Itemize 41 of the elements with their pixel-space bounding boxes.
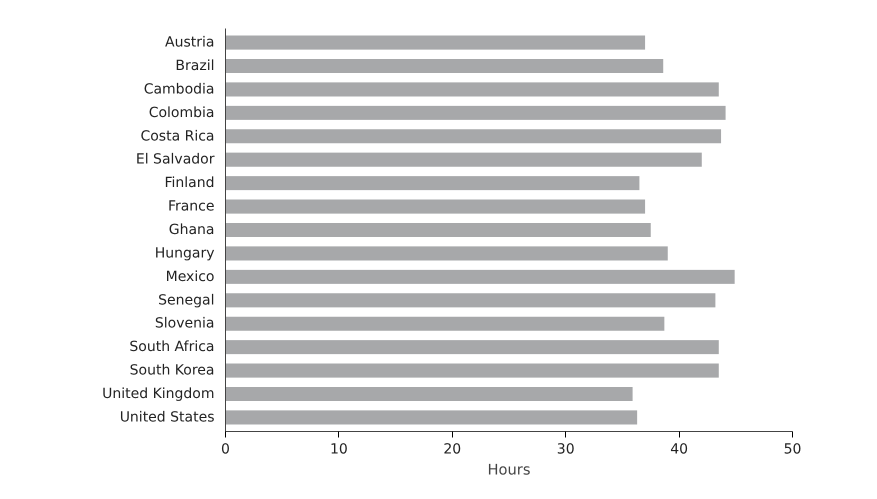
y-tick-label: United Kingdom xyxy=(102,386,215,402)
y-tick-label: Costa Rica xyxy=(140,128,214,144)
x-tick-label: 0 xyxy=(221,442,230,458)
bar xyxy=(226,36,646,50)
bar xyxy=(226,222,651,238)
y-tick-label: South Africa xyxy=(129,339,215,356)
x-tick-label: 40 xyxy=(670,442,688,458)
bar xyxy=(226,176,640,190)
y-tick-label: Senegal xyxy=(158,292,214,308)
y-tick-label: El Salvador xyxy=(136,152,215,168)
y-tick-label: Hungary xyxy=(154,245,214,262)
y-tick-label: Colombia xyxy=(148,104,215,121)
bar xyxy=(226,152,702,167)
bar xyxy=(226,386,633,402)
x-tick-label: 30 xyxy=(556,442,575,458)
bar xyxy=(226,270,735,284)
x-tick-label: 10 xyxy=(330,442,348,458)
bar xyxy=(226,293,716,308)
bar xyxy=(226,316,664,331)
y-tick-label: Austria xyxy=(165,34,215,51)
y-tick-label: United States xyxy=(120,409,215,426)
y-tick-label: South Korea xyxy=(130,362,214,379)
y-tick-label: France xyxy=(168,198,215,215)
bar xyxy=(226,200,646,214)
bar xyxy=(226,58,664,74)
bar xyxy=(226,410,638,424)
x-axis-title: Hours xyxy=(488,462,530,478)
bar xyxy=(226,106,726,120)
bar xyxy=(226,246,668,260)
y-tick-label: Brazil xyxy=(175,58,215,74)
y-tick-label: Finland xyxy=(164,175,215,192)
y-tick-label: Mexico xyxy=(166,268,215,285)
bar xyxy=(226,340,719,354)
y-tick-label: Ghana xyxy=(168,222,215,238)
y-tick-label: Cambodia xyxy=(144,81,215,98)
x-tick-label: 50 xyxy=(784,442,802,458)
bar xyxy=(226,82,719,96)
bar xyxy=(226,364,719,378)
bar xyxy=(226,129,722,144)
x-tick-label: 20 xyxy=(443,442,462,458)
y-tick-label: Slovenia xyxy=(154,316,215,332)
